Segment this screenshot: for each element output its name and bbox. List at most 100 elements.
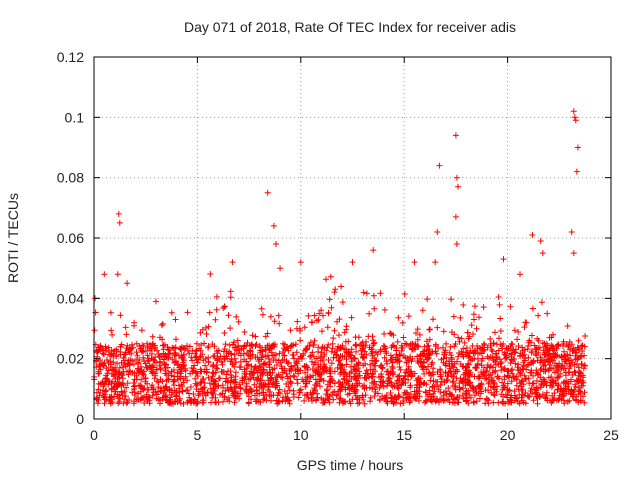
data-point: [296, 389, 303, 396]
data-point: [356, 368, 363, 375]
data-point: [347, 351, 354, 358]
data-point: [297, 337, 304, 344]
data-point: [202, 355, 209, 362]
data-point: [135, 382, 142, 389]
data-point: [330, 389, 336, 396]
data-point: [426, 326, 433, 333]
data-point: [463, 349, 470, 356]
data-point: [320, 377, 327, 384]
data-point: [580, 365, 587, 372]
data-point: [354, 380, 361, 387]
data-point: [381, 354, 388, 361]
data-point: [124, 380, 131, 387]
data-point: [202, 392, 209, 399]
data-point: [504, 391, 511, 398]
data-point: [369, 348, 376, 355]
data-point: [499, 379, 506, 386]
data-point: [241, 368, 248, 375]
data-point: [353, 367, 360, 374]
data-point: [423, 338, 430, 345]
data-point: [471, 399, 477, 406]
data-point: [148, 345, 155, 352]
data-point: [528, 349, 535, 356]
data-point: [327, 273, 334, 280]
data-point: [205, 374, 212, 381]
y-tick-label: 0: [76, 411, 84, 427]
data-point: [497, 315, 504, 322]
data-point: [471, 373, 478, 380]
data-point: [286, 387, 293, 394]
data-point: [343, 361, 350, 368]
data-point: [248, 342, 255, 349]
data-point: [577, 398, 584, 405]
data-point: [393, 380, 400, 387]
data-point: [427, 397, 434, 404]
data-point: [122, 393, 129, 400]
y-tick-label: 0.02: [57, 351, 84, 367]
data-point: [542, 394, 549, 401]
data-point: [303, 346, 310, 353]
data-point: [205, 359, 212, 366]
data-point: [399, 319, 406, 326]
data-point: [420, 358, 427, 365]
data-point: [512, 360, 519, 367]
data-point: [237, 390, 244, 397]
data-point: [192, 380, 199, 387]
data-point: [407, 397, 414, 404]
data-point: [297, 259, 304, 266]
data-point: [455, 353, 462, 360]
data-point: [221, 330, 228, 336]
data-point: [455, 183, 461, 190]
data-point: [144, 352, 151, 359]
data-point: [503, 354, 510, 361]
data-point: [313, 396, 320, 403]
data-point: [569, 359, 576, 366]
data-point: [214, 355, 221, 362]
data-point: [470, 331, 476, 338]
data-point: [543, 382, 550, 389]
data-point: [354, 400, 361, 407]
data-point: [290, 387, 297, 394]
data-point: [157, 376, 164, 383]
data-point: [419, 362, 426, 369]
data-point: [534, 377, 540, 384]
data-point: [501, 373, 508, 380]
data-point: [334, 391, 341, 398]
data-point: [567, 363, 574, 370]
data-point: [465, 378, 471, 385]
data-point: [484, 362, 491, 368]
data-point: [262, 353, 269, 360]
data-point: [555, 374, 562, 381]
data-point: [264, 189, 271, 196]
data-point: [310, 341, 317, 348]
data-point: [110, 384, 117, 391]
data-point: [501, 351, 508, 358]
data-point: [355, 362, 361, 369]
data-point: [476, 395, 483, 402]
data-point: [397, 366, 404, 373]
data-point: [469, 384, 476, 390]
data-point: [415, 343, 422, 350]
data-point: [363, 384, 370, 391]
data-point: [235, 318, 242, 325]
data-point: [333, 354, 340, 361]
data-point: [548, 334, 555, 341]
data-point: [575, 364, 582, 371]
data-point: [460, 385, 467, 392]
data-point: [273, 397, 280, 404]
data-point: [258, 305, 265, 312]
data-point: [301, 397, 308, 404]
data-point: [578, 343, 585, 350]
data-point: [550, 378, 557, 385]
data-point: [104, 357, 111, 363]
data-point: [539, 250, 546, 257]
data-point: [572, 383, 579, 390]
data-point: [101, 351, 107, 358]
data-point: [513, 394, 520, 401]
data-point: [393, 399, 400, 406]
data-point: [139, 342, 146, 349]
data-point: [291, 373, 298, 380]
data-point: [252, 333, 259, 340]
data-point: [367, 361, 374, 368]
data-point: [462, 371, 469, 378]
